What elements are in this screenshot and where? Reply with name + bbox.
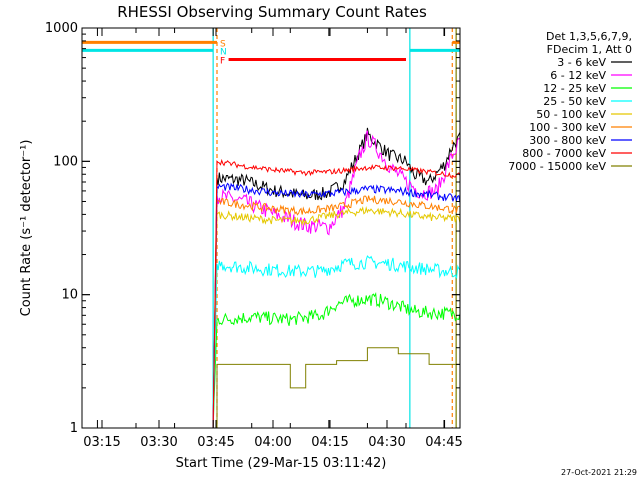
legend: Det 1,3,5,6,7,9,FDecim 1, Att 03 - 6 keV…	[508, 30, 632, 173]
chart-title: RHESSI Observing Summary Count Rates	[117, 3, 427, 21]
x-tick-label: 04:45	[425, 435, 462, 450]
legend-header: FDecim 1, Att 0	[547, 43, 632, 56]
series-line	[212, 255, 460, 428]
x-tick-label: 04:30	[368, 435, 405, 450]
legend-entry-label: 6 - 12 keV	[550, 69, 606, 82]
y-axis-label: Count Rate (s⁻¹ detector⁻¹)	[19, 140, 34, 317]
legend-entry-label: 7000 - 15000 keV	[508, 160, 606, 173]
series-lines	[212, 127, 460, 428]
series-line	[212, 158, 460, 428]
x-axis-label: Start Time (29-Mar-15 03:11:42)	[176, 456, 387, 471]
series-line	[212, 206, 460, 428]
flag-label-f: F	[220, 57, 225, 67]
legend-header: Det 1,3,5,6,7,9,	[546, 30, 632, 43]
y-tick-label: 1000	[45, 21, 78, 36]
x-tick-label: 04:00	[254, 435, 291, 450]
legend-entry-label: 50 - 100 keV	[536, 108, 606, 121]
footer-date: 27-Oct-2021 21:29	[561, 468, 637, 477]
vertical-markers	[212, 28, 457, 428]
x-tick-label: 03:30	[140, 435, 177, 450]
legend-entry-label: 12 - 25 keV	[543, 82, 606, 95]
legend-entry-label: 3 - 6 keV	[557, 56, 606, 69]
y-axis: 1 10 100 1000	[45, 21, 460, 436]
x-tick-label: 03:15	[83, 435, 120, 450]
flag-label-s: S	[220, 39, 226, 49]
plot-frame	[81, 27, 461, 429]
series-line	[212, 130, 460, 428]
series-line	[213, 347, 460, 428]
x-tick-label: 03:45	[197, 435, 234, 450]
legend-entry-label: 25 - 50 keV	[543, 95, 606, 108]
legend-entry-label: 300 - 800 keV	[529, 134, 606, 147]
flag-bars	[82, 40, 460, 62]
series-line	[212, 195, 460, 428]
x-axis: 03:15 03:30 03:45 04:00 04:15 04:30 04:45	[83, 28, 463, 450]
series-line	[212, 127, 460, 428]
series-line	[212, 182, 460, 428]
legend-entry-label: 100 - 300 keV	[529, 121, 606, 134]
y-tick-label: 100	[53, 154, 78, 169]
y-tick-label: 1	[70, 421, 78, 436]
x-tick-label: 04:15	[311, 435, 348, 450]
legend-entry-label: 800 - 7000 keV	[522, 147, 606, 160]
flag-label-n: N	[220, 47, 227, 57]
flag-labels: SNF	[220, 39, 227, 66]
series-line	[212, 292, 460, 428]
y-tick-label: 10	[61, 288, 78, 303]
